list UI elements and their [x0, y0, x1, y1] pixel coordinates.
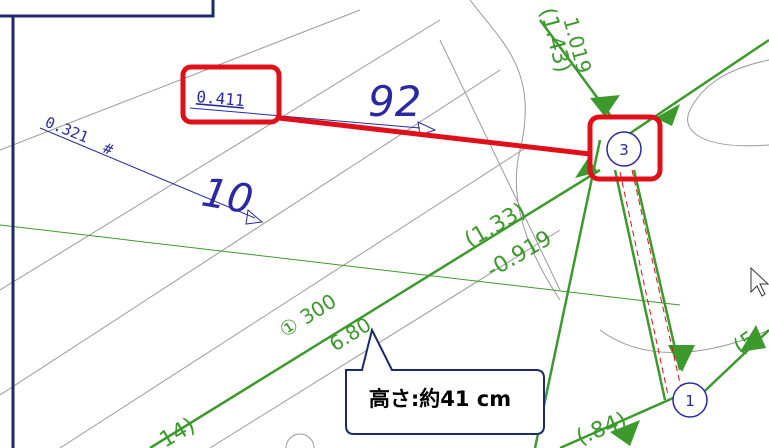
pipe-a-value: 0.411	[196, 87, 246, 110]
highlight-box-node	[587, 114, 663, 182]
highlight-connector	[278, 115, 591, 157]
highlight-annotations	[180, 64, 663, 182]
frame	[0, 0, 215, 448]
pipe-b-annotation: 0.321 # 10	[39, 113, 264, 225]
highlight-box-pipe-label	[180, 64, 282, 125]
height-callout	[345, 327, 545, 435]
node-1[interactable]: 1	[672, 382, 708, 418]
node-3-label: 3	[619, 141, 629, 159]
mouse-cursor-icon	[750, 266, 769, 297]
pipe-a-annotation: 0.411 92	[189, 77, 437, 136]
pipe-b-value: 0.321	[43, 113, 92, 147]
highlighted-pipe	[619, 169, 683, 396]
reference-line	[0, 224, 681, 306]
node-3[interactable]: 3	[606, 131, 642, 167]
flow-bottom-left: 14)	[156, 413, 200, 448]
node-1-label: 1	[685, 392, 695, 410]
pipe-b-number: 10	[198, 170, 256, 224]
pipe-b-mark: #	[101, 139, 116, 159]
flow-arrows	[575, 95, 766, 446]
pipe-a-number: 92	[368, 77, 421, 126]
flow-bottom: (.84)	[573, 408, 631, 448]
height-callout-text: 高さ:約41 cm	[368, 387, 512, 411]
